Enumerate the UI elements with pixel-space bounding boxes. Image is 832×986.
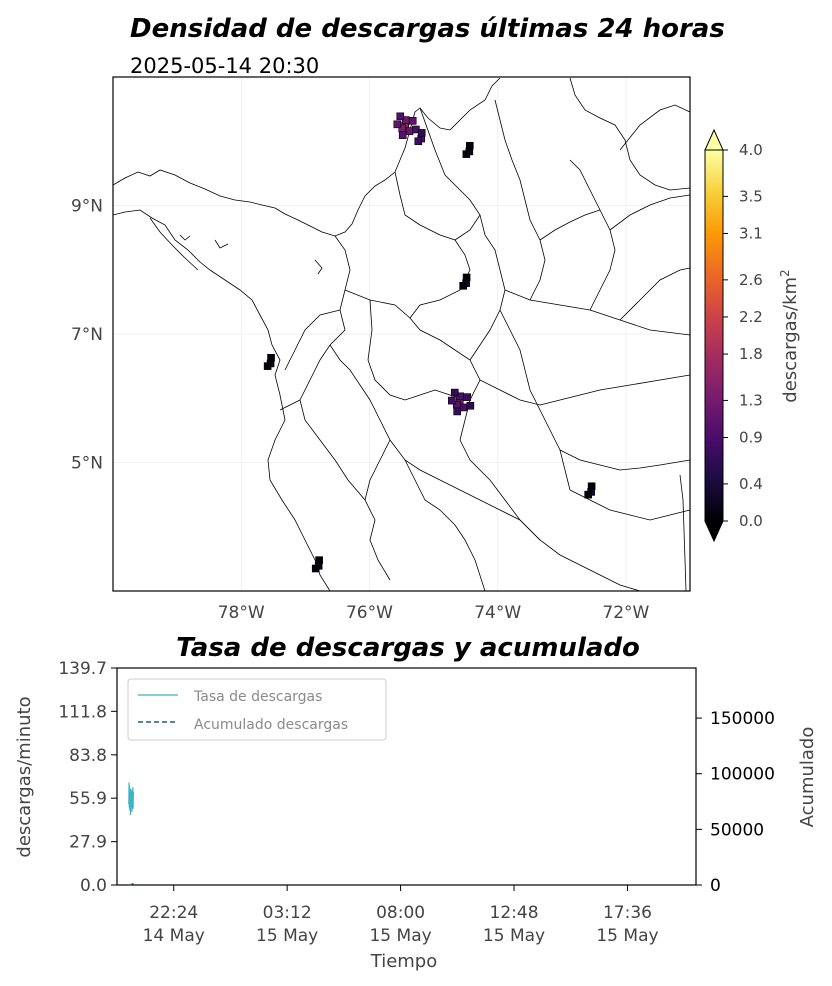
colorbar-tick-label: 0.4 — [739, 475, 763, 493]
map-y-tick-label: 7°N — [71, 325, 103, 345]
timeseries-x-ticks: 22:24 14 May 03:12 15 May 08:00 15 May 12:48 15… — [143, 885, 659, 946]
timeseries-y-tick-label: 27.9 — [69, 833, 107, 853]
timeseries-y2-tick-label: 50000 — [710, 820, 764, 840]
colorbar-min-extend — [704, 520, 724, 543]
series-line-cumulative — [128, 883, 134, 886]
timeseries-xlabel: Tiempo — [370, 951, 438, 972]
density-cell — [459, 273, 471, 290]
colorbar-gradient — [704, 149, 724, 522]
colorbar-max-extend — [704, 128, 724, 151]
colorbar: 0.0 0.4 0.9 1.3 1.8 2.2 2.6 3.1 3.5 4.0 descargas… — [704, 128, 801, 543]
legend-box — [127, 678, 387, 741]
map-y-ticks: 9°N 7°N 5°N — [71, 197, 103, 474]
timeseries-y2-tick-label: 100000 — [710, 765, 775, 785]
colorbar-tick-label: 3.1 — [739, 224, 763, 242]
colorbar-tick-label: 1.3 — [739, 391, 763, 409]
timeseries-x-tick-time: 17:36 — [603, 903, 652, 923]
timeseries-x-tick-time: 03:12 — [263, 903, 312, 923]
timeseries-legend: Tasa de descargas Acumulado descargas — [127, 678, 387, 741]
map-area — [112, 76, 691, 592]
map-x-ticks: 78°W 76°W 74°W 72°W — [218, 603, 650, 623]
density-cell — [414, 129, 426, 146]
timeseries-ylabel: descargas/minuto — [14, 696, 35, 857]
map-y-tick-label: 5°N — [71, 454, 103, 474]
timeseries-y-ticks: 0.0 27.9 55.9 83.8 111.8 139.7 — [58, 659, 117, 896]
colorbar-label: descargas/km2 — [778, 269, 801, 402]
map-x-tick-label: 78°W — [218, 603, 265, 623]
map-x-tick-label: 74°W — [474, 603, 521, 623]
legend-label-cumulative: Acumulado descargas — [194, 717, 348, 733]
timeseries-y2label: Acumulado — [797, 727, 818, 828]
timeseries-x-tick-date: 15 May — [256, 926, 318, 946]
map-frame-border — [112, 76, 691, 592]
timeseries-y-tick-label: 0.0 — [80, 876, 107, 896]
timeseries-x-tick-time: 12:48 — [490, 903, 539, 923]
density-cell — [462, 141, 474, 158]
colorbar-label-text: descargas/km — [780, 277, 801, 403]
colorbar-tick-label: 4.0 — [739, 141, 763, 159]
colorbar-tick-label: 3.5 — [739, 187, 763, 205]
colorbar-tick-label: 2.2 — [739, 308, 763, 326]
density-cell — [393, 112, 420, 139]
legend-label-rate: Tasa de descargas — [193, 689, 322, 705]
map-subtitle: 2025-05-14 20:30 — [130, 54, 319, 78]
timeseries-x-tick-date: 14 May — [143, 926, 205, 946]
timeseries-y2-ticks: 0 50000 100000 150000 — [696, 709, 775, 896]
colorbar-tick-label: 0.0 — [739, 512, 763, 530]
timeseries-y-tick-label: 139.7 — [58, 659, 107, 679]
colorbar-label-superscript: 2 — [778, 269, 792, 277]
colorbar-ticks: 0.0 0.4 0.9 1.3 1.8 2.2 2.6 3.1 3.5 4.0 — [723, 141, 763, 530]
timeseries-y-tick-label: 55.9 — [69, 789, 107, 809]
timeseries-title: Tasa de descargas y acumulado — [176, 633, 640, 663]
map-x-tick-label: 76°W — [346, 603, 393, 623]
timeseries-x-tick-date: 15 May — [369, 926, 431, 946]
density-cell — [311, 556, 323, 573]
colorbar-tick-label: 2.6 — [739, 271, 763, 289]
colorbar-tick-label: 0.9 — [739, 429, 763, 447]
timeseries-y2-tick-label: 150000 — [710, 709, 775, 729]
timeseries-x-tick-time: 22:24 — [149, 903, 198, 923]
map-y-tick-label: 9°N — [71, 197, 103, 217]
map-gridlines — [113, 77, 690, 591]
timeseries-x-tick-date: 15 May — [483, 926, 545, 946]
colorbar-tick-label: 1.8 — [739, 345, 763, 363]
timeseries-y2-tick-label: 0 — [710, 876, 721, 896]
timeseries-y-tick-label: 111.8 — [58, 702, 107, 722]
lightning-density-cells — [263, 112, 596, 573]
map-x-tick-label: 72°W — [602, 603, 649, 623]
density-cell — [584, 482, 596, 499]
series-line-rate — [128, 782, 135, 816]
timeseries-y-tick-label: 83.8 — [69, 746, 107, 766]
timeseries-x-tick-date: 15 May — [596, 926, 658, 946]
timeseries-lines — [128, 782, 135, 886]
density-cell — [448, 388, 475, 416]
density-cell — [263, 353, 275, 370]
map-title: Densidad de descargas últimas 24 horas — [130, 14, 725, 44]
timeseries-x-tick-time: 08:00 — [376, 903, 425, 923]
